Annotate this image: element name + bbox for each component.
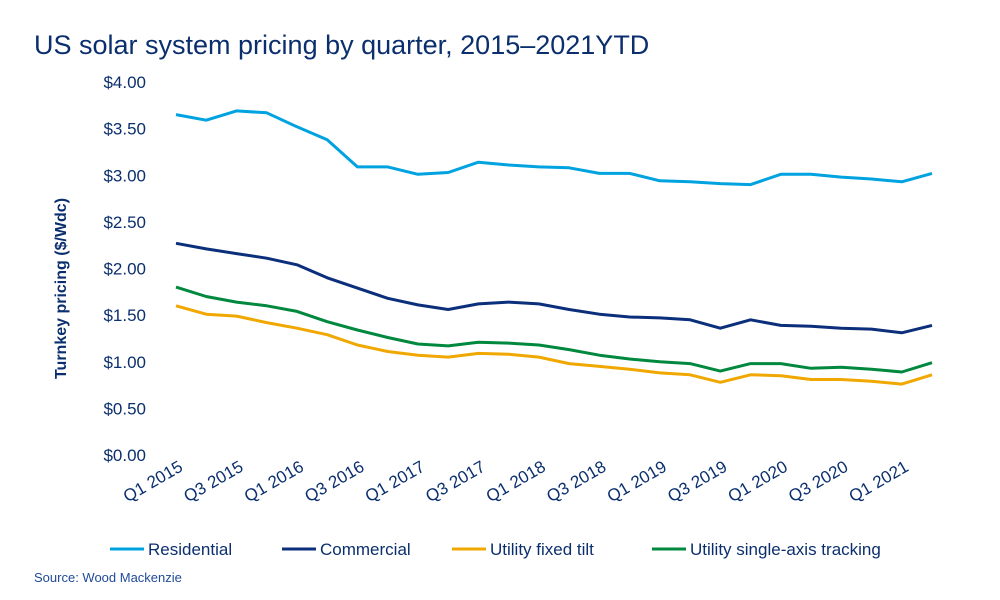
x-tick-label: Q3 2017 — [422, 457, 488, 506]
x-tick-label: Q1 2021 — [846, 457, 912, 506]
chart-title: US solar system pricing by quarter, 2015… — [34, 30, 650, 60]
legend-label: Utility fixed tilt — [490, 540, 594, 559]
x-tick-label: Q1 2017 — [362, 457, 428, 506]
series-line-utility-fixed-tilt — [175, 304, 933, 386]
x-tick-label: Q1 2018 — [483, 457, 549, 506]
y-tick-label: $0.00 — [103, 446, 146, 465]
x-tick-label: Q3 2015 — [180, 457, 246, 506]
y-tick-label: $0.50 — [103, 399, 146, 418]
y-tick-label: $1.00 — [103, 353, 146, 372]
x-tick-label: Q3 2020 — [785, 457, 851, 506]
y-tick-label: $3.00 — [103, 166, 146, 185]
y-tick-label: $2.00 — [103, 260, 146, 279]
x-tick-label: Q3 2018 — [543, 457, 609, 506]
series-line-utility-single-axis-tracking — [175, 285, 933, 374]
y-tick-label: $3.50 — [103, 120, 146, 139]
y-tick-label: $1.50 — [103, 306, 146, 325]
y-axis-label: Turnkey pricing ($/Wdc) — [53, 198, 70, 379]
x-tick-label: Q1 2016 — [241, 457, 307, 506]
x-tick-label: Q1 2020 — [725, 457, 791, 506]
y-tick-label: $2.50 — [103, 213, 146, 232]
x-tick-label: Q1 2019 — [604, 457, 670, 506]
series-line-commercial — [175, 241, 933, 335]
y-tick-label: $4.00 — [103, 73, 146, 92]
series-line-residential — [175, 109, 933, 187]
x-tick-label: Q3 2019 — [664, 457, 730, 506]
source-note: Source: Wood Mackenzie — [34, 570, 182, 585]
x-tick-label: Q3 2016 — [301, 457, 367, 506]
legend-label: Utility single-axis tracking — [690, 540, 881, 559]
legend-label: Commercial — [320, 540, 411, 559]
legend-label: Residential — [148, 540, 232, 559]
